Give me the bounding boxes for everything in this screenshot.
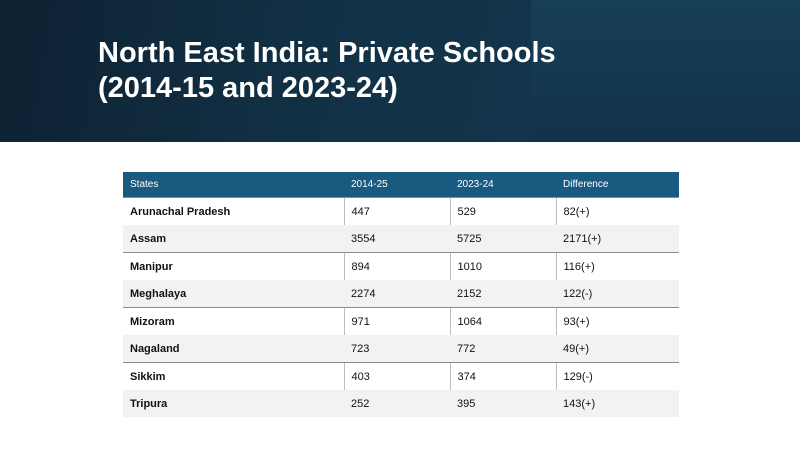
value-2014-cell: 252 — [344, 390, 450, 417]
value-2014-cell: 894 — [343, 252, 450, 280]
difference-cell: 122(-) — [556, 280, 679, 308]
header-2023-24: 2023-24 — [450, 172, 556, 198]
table-row: Manipur 894 1010 116(+) — [123, 252, 679, 280]
value-2014-cell: 723 — [344, 335, 450, 363]
state-cell: Manipur — [123, 252, 344, 280]
difference-cell: 129(-) — [555, 362, 679, 390]
state-cell: Arunachal Pradesh — [123, 197, 344, 225]
difference-cell: 93(+) — [555, 307, 679, 335]
value-2023-cell: 1064 — [449, 307, 556, 335]
difference-cell: 82(+) — [555, 197, 679, 225]
table-row: Meghalaya 2274 2152 122(-) — [123, 280, 679, 308]
title-banner: North East India: Private Schools (2014-… — [0, 0, 800, 142]
slide-title-line1: North East India: Private Schools — [98, 37, 556, 69]
difference-cell: 49(+) — [556, 335, 679, 363]
table-row: Nagaland 723 772 49(+) — [123, 335, 679, 363]
header-states: States — [123, 172, 344, 198]
value-2023-cell: 1010 — [449, 252, 556, 280]
value-2014-cell: 2274 — [344, 280, 450, 308]
state-cell: Tripura — [123, 390, 344, 417]
value-2014-cell: 447 — [343, 197, 450, 225]
difference-cell: 116(+) — [555, 252, 679, 280]
table-row: Sikkim 403 374 129(-) — [123, 362, 679, 390]
value-2023-cell: 5725 — [450, 225, 556, 253]
difference-cell: 2171(+) — [556, 225, 679, 253]
value-2023-cell: 395 — [450, 390, 556, 417]
value-2023-cell: 2152 — [450, 280, 556, 308]
value-2014-cell: 3554 — [344, 225, 450, 253]
schools-table: States 2014-25 2023-24 Difference Arunac… — [123, 172, 679, 417]
slide-title: North East India: Private Schools (2014-… — [98, 36, 698, 106]
table-row: Assam 3554 5725 2171(+) — [123, 225, 679, 253]
state-cell: Sikkim — [123, 362, 344, 390]
value-2023-cell: 529 — [449, 197, 556, 225]
value-2014-cell: 403 — [343, 362, 450, 390]
value-2023-cell: 772 — [450, 335, 556, 363]
banner-accent-panel — [531, 0, 800, 142]
value-2014-cell: 971 — [343, 307, 450, 335]
state-cell: Assam — [123, 225, 344, 253]
header-difference: Difference — [556, 172, 679, 198]
table-row: Tripura 252 395 143(+) — [123, 390, 679, 417]
table-row: Arunachal Pradesh 447 529 82(+) — [123, 197, 679, 225]
table-header-row: States 2014-25 2023-24 Difference — [123, 172, 679, 198]
header-2014-25: 2014-25 — [344, 172, 450, 198]
slide-title-line2: (2014-15 and 2023-24) — [98, 72, 398, 104]
difference-cell: 143(+) — [556, 390, 679, 417]
state-cell: Nagaland — [123, 335, 344, 363]
state-cell: Mizoram — [123, 307, 344, 335]
state-cell: Meghalaya — [123, 280, 344, 308]
table-row: Mizoram 971 1064 93(+) — [123, 307, 679, 335]
value-2023-cell: 374 — [449, 362, 556, 390]
